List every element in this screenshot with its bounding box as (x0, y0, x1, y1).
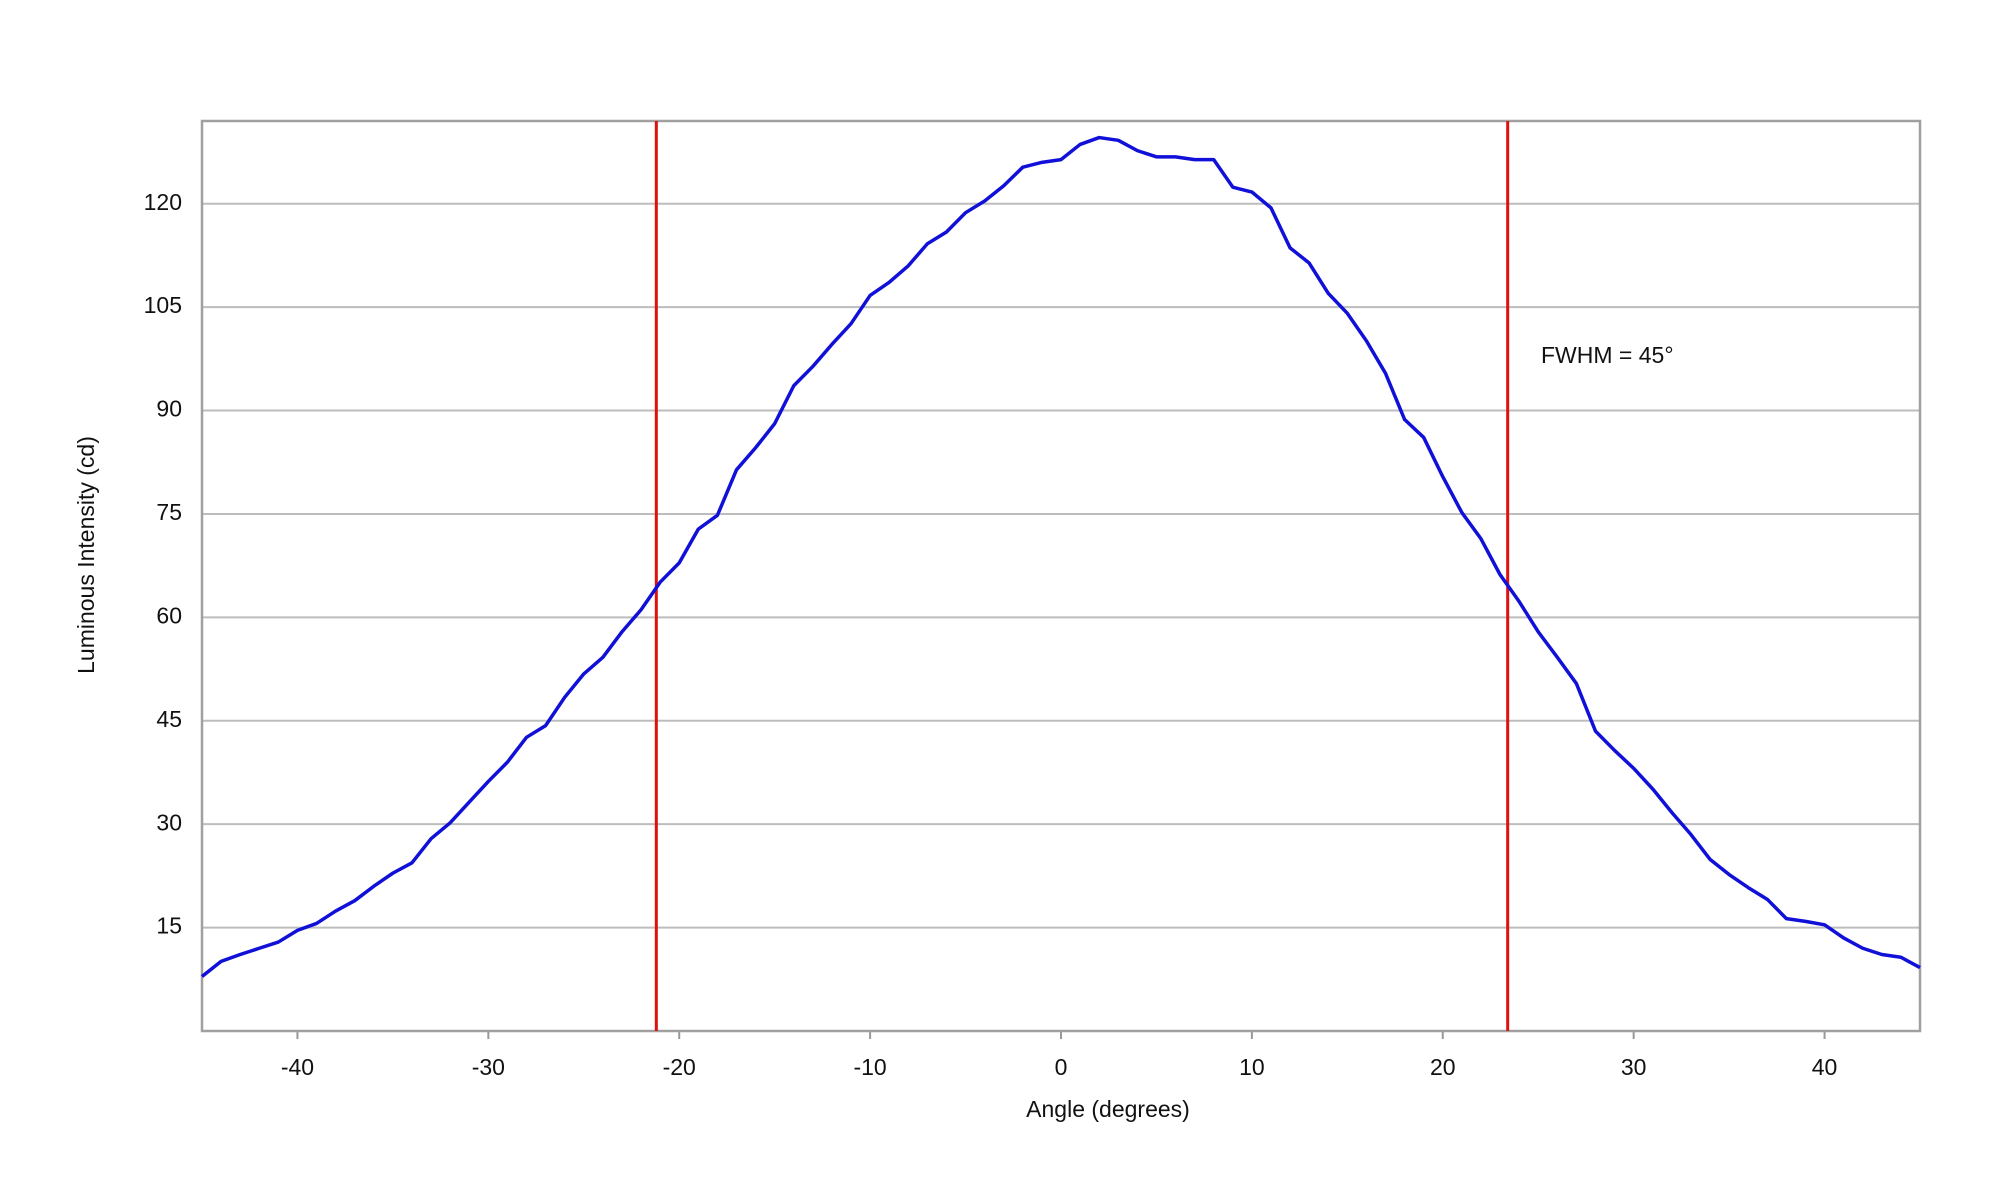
y-tick-label: 90 (156, 396, 182, 422)
annotation: FWHM = 45° (1541, 342, 1674, 368)
y-tick-label: 120 (144, 189, 182, 215)
y-tick-label: 15 (156, 913, 182, 939)
x-axis-label: Angle (degrees) (1026, 1096, 1190, 1122)
plot-frame (200, 119, 1922, 1033)
x-tick-label: 20 (1430, 1054, 1456, 1080)
x-tick-label: -30 (472, 1054, 505, 1080)
x-tick-label: -40 (281, 1054, 314, 1080)
y-tick-label: 75 (156, 499, 182, 525)
data-line (200, 135, 1921, 978)
x-tick-label: 0 (1055, 1054, 1068, 1080)
x-tick-label: -10 (853, 1054, 886, 1080)
y-axis-label: Luminous Intensity (cd) (73, 436, 99, 674)
y-tick-label: 30 (156, 809, 182, 835)
y-tick-label: 105 (144, 292, 182, 318)
x-tick-label: 40 (1812, 1054, 1838, 1080)
y-tick-label: 60 (156, 602, 182, 628)
x-tick-label: 10 (1239, 1054, 1265, 1080)
y-tick-label: 45 (156, 706, 182, 732)
x-tick-label: -20 (663, 1054, 696, 1080)
x-tick-label: 30 (1621, 1054, 1647, 1080)
